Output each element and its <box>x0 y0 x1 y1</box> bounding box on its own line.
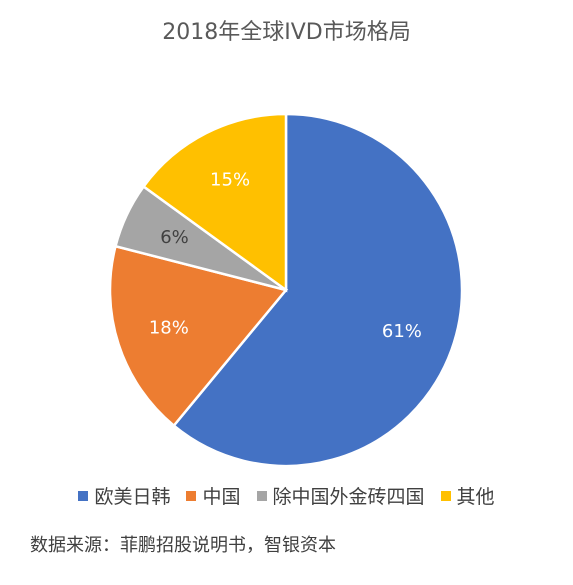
source-note: 数据来源：菲鹏招股说明书，智银资本 <box>30 535 336 556</box>
pie-slice-0 <box>172 112 464 468</box>
legend-swatch <box>256 490 267 501</box>
legend: 欧美日韩 中国 除中国外金砖四国 其他 <box>0 482 573 509</box>
legend-swatch <box>78 490 89 501</box>
pie-slice-1 <box>108 244 289 428</box>
legend-item-3: 其他 <box>440 482 495 509</box>
legend-label: 中国 <box>202 486 241 508</box>
data-label-0: 61% <box>382 321 422 342</box>
data-label-1: 18% <box>149 318 189 339</box>
data-label-2: 6% <box>160 227 189 248</box>
legend-label: 除中国外金砖四国 <box>272 486 425 508</box>
pie-slice-3 <box>141 112 288 293</box>
legend-item-2: 除中国外金砖四国 <box>256 482 425 509</box>
legend-swatch <box>440 490 451 501</box>
legend-item-1: 中国 <box>186 482 241 509</box>
chart-title: 2018年全球IVD市场格局 <box>162 20 411 45</box>
legend-label: 欧美日韩 <box>94 486 171 508</box>
legend-label: 其他 <box>456 486 495 508</box>
legend-swatch <box>186 490 197 501</box>
legend-item-0: 欧美日韩 <box>78 482 170 509</box>
data-label-3: 15% <box>210 170 250 191</box>
pie-chart: 61% 18% 6% 15% <box>108 112 464 468</box>
